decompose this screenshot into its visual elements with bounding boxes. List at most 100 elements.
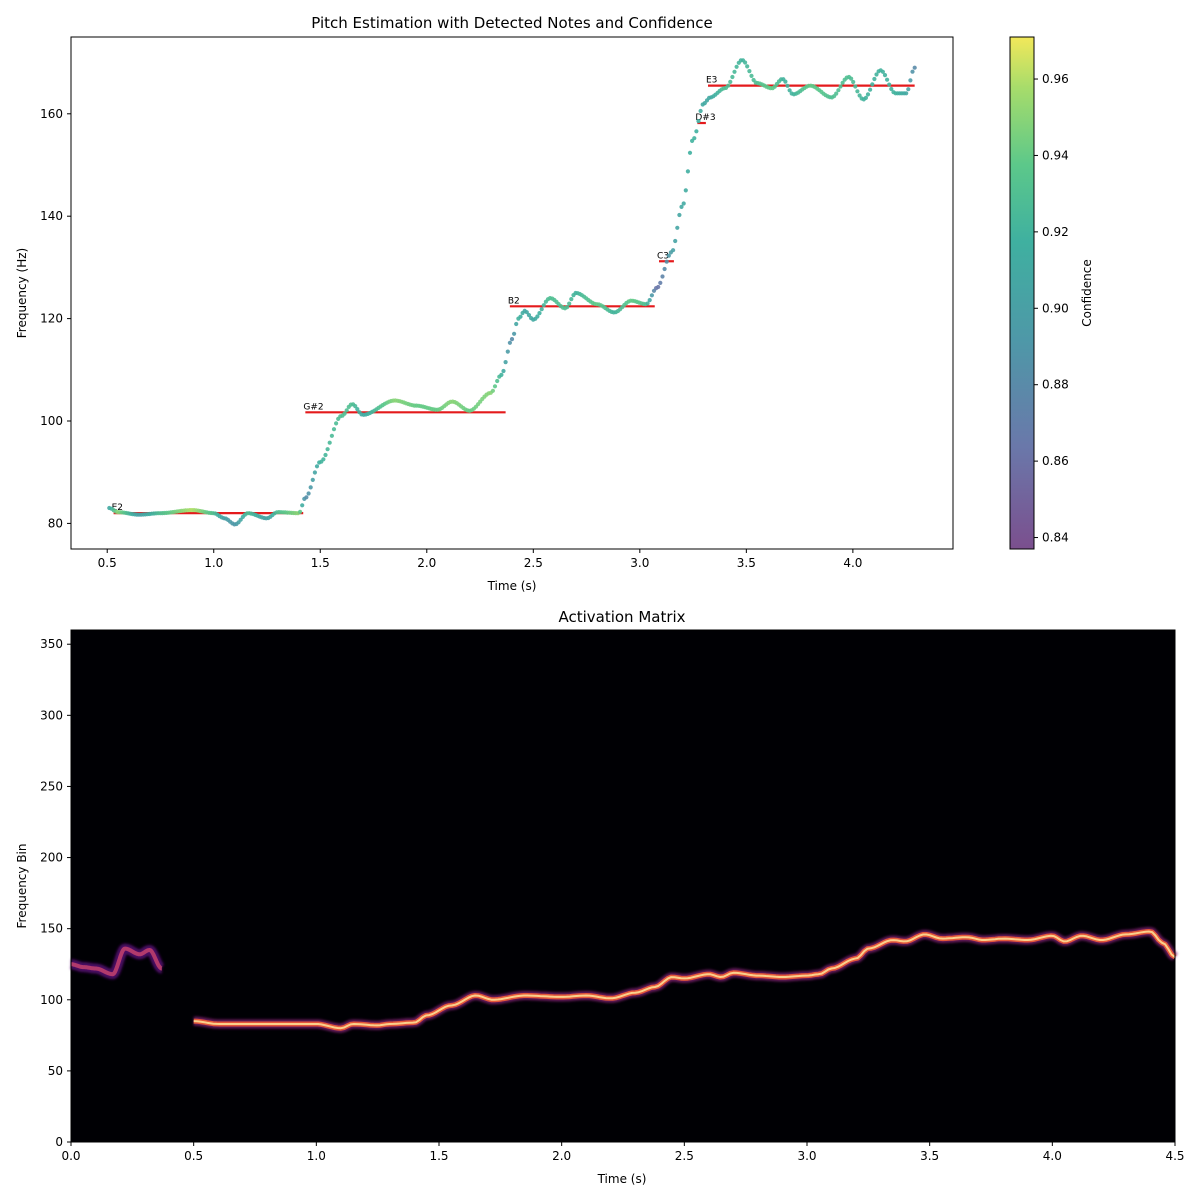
pitch-point xyxy=(662,266,667,272)
y-tick-label: 50 xyxy=(48,1064,63,1078)
x-tick-label: 3.0 xyxy=(797,1149,816,1163)
pitch-point xyxy=(679,204,684,209)
pitch-point xyxy=(743,60,748,65)
pitch-point xyxy=(355,407,360,412)
y-tick-label: 200 xyxy=(40,851,63,865)
pitch-point xyxy=(785,83,790,88)
pitch-point xyxy=(660,274,665,279)
note-label: B2 xyxy=(508,296,520,306)
pitch-point xyxy=(904,91,909,96)
x-tick-label: 2.0 xyxy=(417,556,436,570)
pitch-point xyxy=(658,280,663,285)
pitch-y-axis-label: Frequency (Hz) xyxy=(15,248,29,339)
pitch-point xyxy=(726,83,731,88)
y-tick-label: 150 xyxy=(40,922,63,936)
x-tick-label: 2.0 xyxy=(552,1149,571,1163)
pitch-point xyxy=(511,331,517,336)
pitch-point xyxy=(503,360,508,365)
early-activation xyxy=(69,946,164,977)
pitch-point xyxy=(656,284,661,290)
pitch-point xyxy=(874,72,879,77)
pitch-point xyxy=(683,188,688,193)
activation-chart-title: Activation Matrix xyxy=(558,608,685,626)
pitch-point xyxy=(501,368,506,374)
pitch-point xyxy=(730,74,735,80)
pitch-point xyxy=(834,91,839,96)
pitch-point xyxy=(541,303,546,308)
pitch-point xyxy=(535,314,540,319)
pitch-x-axis-label: Time (s) xyxy=(487,579,537,593)
y-tick-label: 350 xyxy=(40,637,63,651)
pitch-point xyxy=(492,384,498,389)
pitch-point xyxy=(509,337,515,342)
pitch-point xyxy=(732,69,737,74)
pitch-point xyxy=(882,73,888,78)
pitch-point xyxy=(671,248,676,253)
pitch-point xyxy=(889,86,894,92)
colorbar-gradient xyxy=(1009,36,1035,550)
pitch-point xyxy=(677,212,682,218)
y-tick-label: 120 xyxy=(40,312,63,326)
activation-y-axis: 0 50 100 150 200 250 300 350 xyxy=(40,637,71,1149)
pitch-point xyxy=(342,411,347,416)
pitch-point xyxy=(692,136,697,141)
note-label: C3 xyxy=(657,251,669,261)
pitch-point xyxy=(840,80,845,85)
pitch-point xyxy=(304,495,309,500)
pitch-scatter xyxy=(107,58,917,527)
activation-x-axis: 0.0 0.5 1.0 1.5 2.0 2.5 3.0 3.5 4.0 4.5 xyxy=(61,1142,1185,1163)
x-tick-label: 1.5 xyxy=(311,556,330,570)
pitch-point xyxy=(910,69,915,74)
pitch-point xyxy=(524,310,529,315)
pitch-point xyxy=(514,321,519,327)
pitch-point xyxy=(329,433,334,438)
colorbar-tick-label: 0.90 xyxy=(1042,301,1069,315)
pitch-point xyxy=(853,84,858,89)
pitch-point xyxy=(787,88,792,93)
pitch-point xyxy=(885,77,890,82)
pitch-point xyxy=(880,69,886,74)
colorbar-tick-label: 0.96 xyxy=(1042,72,1069,86)
pitch-point xyxy=(745,64,750,69)
colorbar-ticks: 0.84 0.86 0.88 0.90 0.92 0.94 0.96 xyxy=(1034,72,1069,545)
pitch-point xyxy=(849,76,854,81)
pitch-point xyxy=(327,440,332,445)
y-tick-label: 300 xyxy=(40,708,63,722)
pitch-x-axis: 0.5 1.0 1.5 2.0 2.5 3.0 3.5 4.0 xyxy=(98,549,862,570)
x-tick-label: 4.0 xyxy=(1043,1149,1062,1163)
pitch-point xyxy=(321,457,326,462)
pitch-point xyxy=(526,313,532,318)
pitch-point xyxy=(323,452,328,458)
x-tick-label: 4.5 xyxy=(1165,1149,1184,1163)
y-tick-label: 160 xyxy=(40,107,63,121)
pitch-point xyxy=(836,88,841,93)
pitch-point xyxy=(749,73,754,78)
y-tick-label: 100 xyxy=(40,993,63,1007)
pitch-point xyxy=(687,150,693,155)
x-tick-label: 3.5 xyxy=(920,1149,939,1163)
y-tick-label: 0 xyxy=(55,1135,63,1149)
activation-ridge-core xyxy=(193,930,1176,1030)
pitch-plot-area xyxy=(71,37,953,549)
pitch-point xyxy=(696,119,701,124)
pitch-point xyxy=(325,447,330,452)
pitch-point xyxy=(306,491,311,496)
x-tick-label: 3.5 xyxy=(737,556,756,570)
pitch-point xyxy=(505,349,510,354)
pitch-point xyxy=(664,259,669,264)
pitch-point xyxy=(645,301,650,306)
pitch-point xyxy=(539,307,544,312)
pitch-plot-frame xyxy=(70,36,954,550)
pitch-point xyxy=(906,87,911,92)
x-tick-label: 1.0 xyxy=(204,556,223,570)
pitch-point xyxy=(312,470,317,475)
pitch-point xyxy=(300,503,305,508)
x-tick-label: 2.5 xyxy=(675,1149,694,1163)
pitch-point xyxy=(747,69,752,74)
pitch-panel: Pitch Estimation with Detected Notes and… xyxy=(15,14,954,593)
pitch-point xyxy=(334,421,339,426)
pitch-point xyxy=(675,225,680,230)
colorbar-tick-label: 0.84 xyxy=(1042,531,1069,545)
colorbar-tick-label: 0.88 xyxy=(1042,378,1069,392)
